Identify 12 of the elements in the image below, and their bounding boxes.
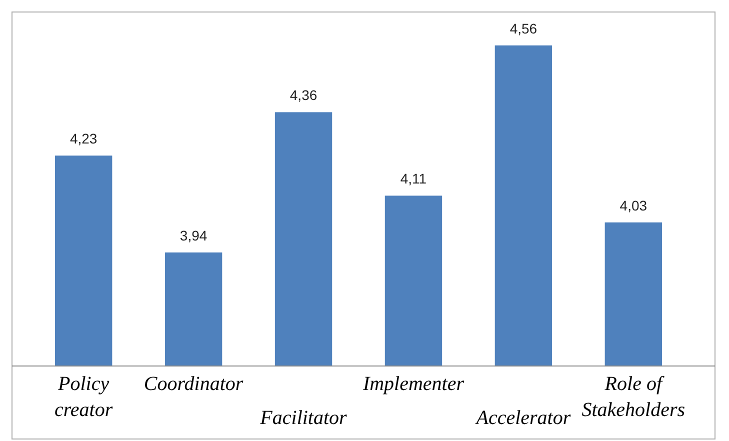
x-tick-label: Accelerator [474,407,571,429]
x-tick-label: Role of Stakeholders [582,373,686,421]
data-label: 4,56 [510,20,538,36]
data-label: 4,11 [400,170,427,187]
x-tick-label: Coordinator [144,373,244,395]
data-label: 4,23 [70,130,98,147]
x-tick-label: Implementer [362,373,464,395]
data-label: 3,94 [180,227,208,244]
x-tick-label: Facilitator [259,407,348,429]
x-tick-label: Policy creator [54,373,113,421]
data-label: 4,36 [290,87,318,104]
data-label: 4,03 [620,197,648,214]
